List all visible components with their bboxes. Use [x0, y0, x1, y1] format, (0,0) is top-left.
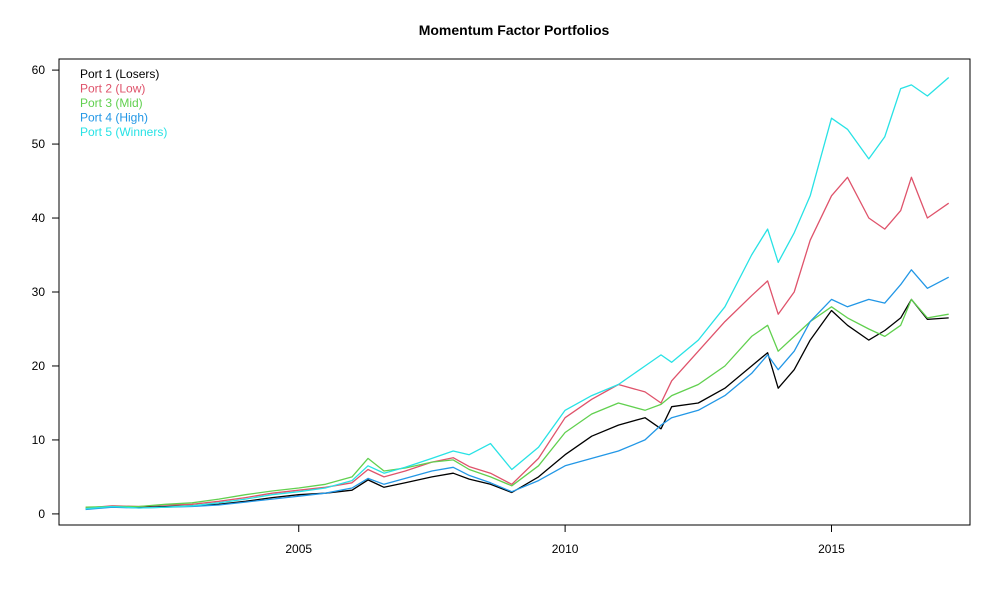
chart-title: Momentum Factor Portfolios	[419, 22, 610, 38]
x-axis: 2005 2010 2015	[285, 525, 845, 556]
series-line-port-2	[85, 176, 950, 509]
legend: Port 1 (Losers)Port 2 (Low)Port 3 (Mid)P…	[80, 67, 167, 139]
legend-entry-port-3: Port 3 (Mid)	[80, 96, 143, 110]
y-tick-label: 30	[32, 285, 46, 299]
series-layer	[85, 77, 950, 511]
y-tick-label: 50	[32, 137, 46, 151]
legend-entry-port-4: Port 4 (High)	[80, 111, 148, 125]
series-line-port-4	[85, 269, 950, 511]
y-tick-label: 60	[32, 63, 46, 77]
legend-entry-port-5: Port 5 (Winners)	[80, 125, 167, 139]
series-line-port-1	[85, 298, 949, 510]
x-tick-label: 2015	[818, 542, 845, 556]
series-line-port-3	[85, 298, 949, 508]
y-tick-label: 10	[32, 433, 46, 447]
x-tick-label: 2005	[285, 542, 312, 556]
y-tick-label: 40	[32, 211, 46, 225]
y-tick-label: 20	[32, 359, 46, 373]
y-tick-label: 0	[38, 507, 45, 521]
legend-entry-port-2: Port 2 (Low)	[80, 82, 145, 96]
legend-entry-port-1: Port 1 (Losers)	[80, 67, 159, 81]
y-axis: 0 10 20 30 40 50 60	[32, 63, 59, 521]
series-line-port-5	[85, 77, 950, 510]
plot-frame	[58, 58, 971, 526]
x-tick-label: 2010	[552, 542, 579, 556]
